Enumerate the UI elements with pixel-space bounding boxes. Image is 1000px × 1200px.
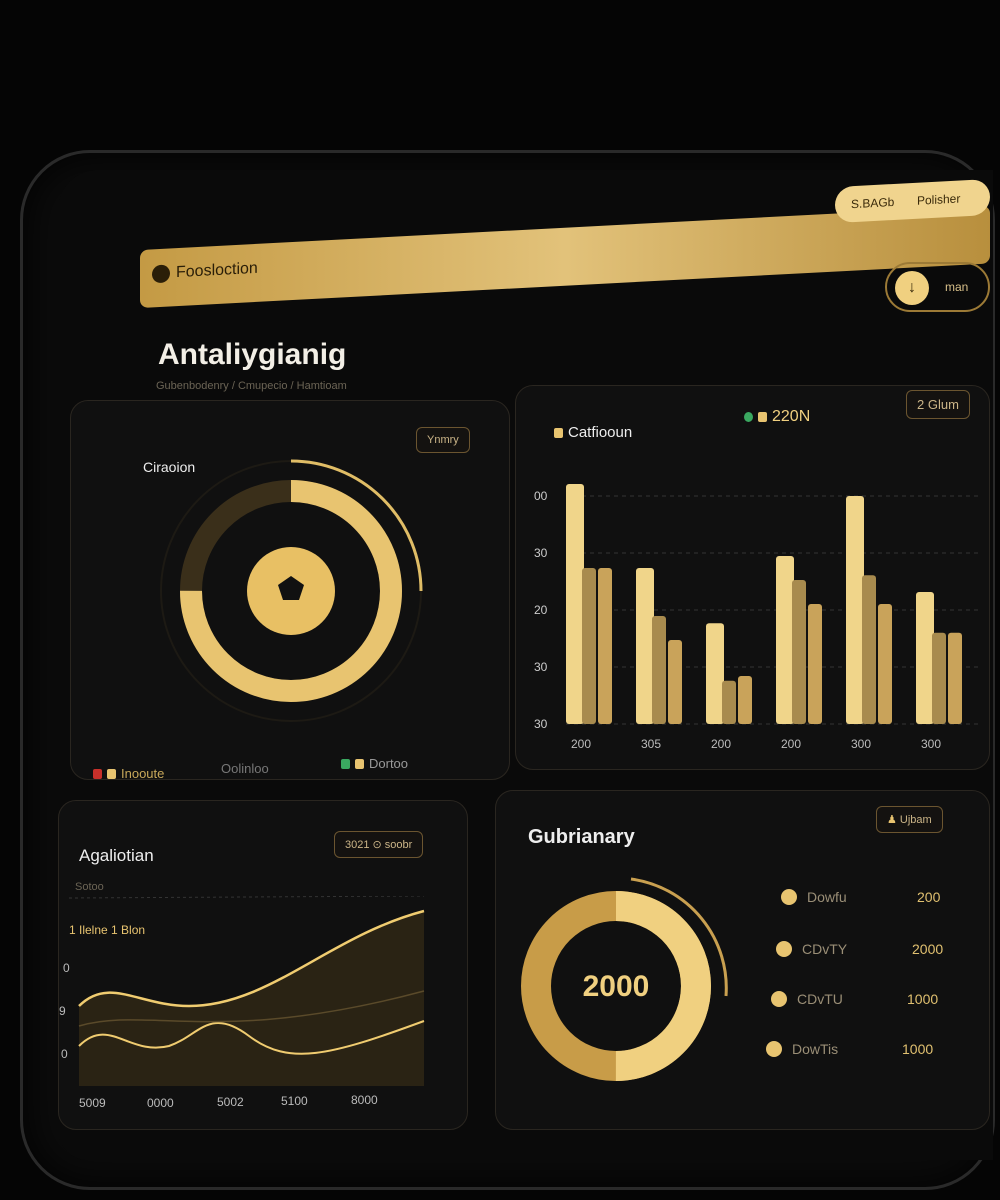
- line-series-3: [78, 990, 425, 1027]
- item-label: CDvTY: [802, 941, 848, 957]
- item-value: 1000: [907, 991, 939, 1007]
- summary-item: CDvTY 2000: [776, 941, 943, 957]
- area-fill: [79, 911, 424, 1086]
- item-label: DowTis: [792, 1041, 839, 1057]
- legend-label: Dortoo: [369, 756, 409, 771]
- y-tick-label: 20: [534, 603, 548, 617]
- bar: [566, 484, 584, 724]
- item-value: 2000: [912, 941, 944, 957]
- line-period-button[interactable]: 3021 ⊙ soobr: [334, 831, 424, 858]
- bar-chart: 00 30 20 30 30 200 305 200 200 300 300: [534, 484, 978, 751]
- button-label: Ujbam: [899, 814, 932, 826]
- user-icon: ♟: [887, 814, 900, 826]
- item-value: 1000: [902, 1041, 934, 1057]
- bar: [878, 604, 892, 724]
- summary-user-button[interactable]: ♟ Ujbam: [876, 806, 943, 833]
- bar-legend-2: 220N: [744, 408, 810, 426]
- bar: [948, 632, 962, 724]
- donut-progress-arc: [180, 480, 402, 702]
- x-tick-label: 200: [781, 737, 801, 751]
- legend-item-3: Dortoo: [341, 756, 408, 771]
- summary-card: Gubrianary ♟ Ujbam 2000 Dowfu 200 CDvTY 20…: [495, 790, 990, 1130]
- page-title: Antaliygianig: [158, 338, 347, 371]
- line-chart: [69, 896, 425, 1086]
- legend-label: 220N: [772, 408, 811, 425]
- line-card-title: Agaliotian: [79, 846, 154, 865]
- dot-icon: [776, 941, 792, 957]
- summary-item: DowTis 1000: [766, 1041, 933, 1057]
- summary-donut: 2000: [521, 877, 728, 1081]
- bar: [776, 556, 794, 724]
- bar: [636, 568, 654, 724]
- user-label: man: [945, 280, 969, 294]
- line-series-1: [78, 909, 425, 1008]
- bar: [846, 496, 864, 724]
- bar: [792, 580, 806, 724]
- bar: [652, 616, 666, 724]
- x-tick-label: 200: [571, 737, 591, 751]
- bar: [722, 680, 736, 724]
- download-icon: ↓: [895, 271, 929, 305]
- soccer-logo-icon: [152, 264, 170, 284]
- nav-pill-2[interactable]: Polisher: [917, 191, 961, 208]
- series-label: 1 Ilelne 1 Blon: [69, 923, 146, 937]
- bar: [582, 568, 596, 724]
- x-tick: 0000: [147, 1096, 174, 1110]
- y-tick: 9: [59, 1004, 66, 1018]
- legend-label: Catfiooun: [568, 424, 633, 441]
- breadcrumb: Gubenbodenry / Cmupecio / Hamtioam: [156, 380, 347, 392]
- item-label: CDvTU: [797, 991, 843, 1007]
- x-tick: 5009: [79, 1096, 106, 1110]
- legend-item-1: Inooute: [93, 766, 164, 781]
- line-chart-card: Agaliotian Sotoo 3021 ⊙ soobr 1 Ilelne 1…: [58, 800, 468, 1130]
- bar: [668, 640, 682, 724]
- legend-label: Oolinloo: [221, 761, 269, 776]
- nav-pill-1[interactable]: S.BAGb: [851, 194, 895, 212]
- bar: [598, 568, 612, 724]
- brand-name: Foosloction: [176, 259, 258, 282]
- x-tick-label: 300: [851, 737, 871, 751]
- bar: [862, 575, 876, 724]
- bar: [706, 623, 724, 724]
- bar: [932, 632, 946, 724]
- x-tick: 5002: [217, 1095, 244, 1109]
- summary-card-title: Gubrianary: [528, 826, 635, 848]
- item-value: 200: [917, 889, 941, 905]
- x-tick-label: 200: [711, 737, 731, 751]
- summary-center-value: 2000: [583, 970, 650, 1003]
- bar: [808, 604, 822, 724]
- y-tick-label: 00: [534, 489, 548, 503]
- y-tick: 0: [63, 961, 70, 975]
- legend-label: Inooute: [121, 766, 165, 781]
- y-tick-label: 30: [534, 546, 548, 560]
- bar-chart-card: Catfiooun 220N 2 Glum 00 30 20 30 30 200 305 20…: [515, 385, 990, 770]
- bar: [738, 676, 752, 724]
- bar-period-button[interactable]: 2 Glum: [906, 390, 970, 419]
- summary-item: Dowfu 200: [781, 889, 940, 905]
- dot-icon: [781, 889, 797, 905]
- dot-icon: [766, 1041, 782, 1057]
- y-tick-label: 30: [534, 660, 548, 674]
- x-tick: 8000: [351, 1093, 378, 1107]
- x-tick-label: 300: [921, 737, 941, 751]
- donut-gauge: [160, 459, 423, 722]
- summary-item: CDvTU 1000: [771, 991, 938, 1007]
- legend-item-2: Oolinloo: [221, 761, 269, 776]
- summary-progress-arc: [521, 891, 711, 1081]
- donut-card-button[interactable]: Ynmry: [416, 427, 470, 453]
- x-tick: 5100: [281, 1094, 308, 1108]
- line-series-2: [78, 1020, 425, 1055]
- item-label: Dowfu: [807, 889, 847, 905]
- x-tick-label: 305: [641, 737, 661, 751]
- y-tick-label: 30: [534, 717, 548, 731]
- y-tick: 0: [61, 1047, 68, 1061]
- donut-card: Ciraoion Ynmry Inooute Oolinloo Dortoo: [70, 400, 510, 781]
- bar-legend-1: Catfiooun: [554, 424, 632, 441]
- line-card-subtitle: Sotoo: [75, 881, 104, 893]
- user-menu-button[interactable]: ↓ man: [885, 262, 990, 312]
- donut-card-title: Ciraoion: [143, 459, 196, 475]
- bar: [916, 592, 934, 724]
- dot-icon: [771, 991, 787, 1007]
